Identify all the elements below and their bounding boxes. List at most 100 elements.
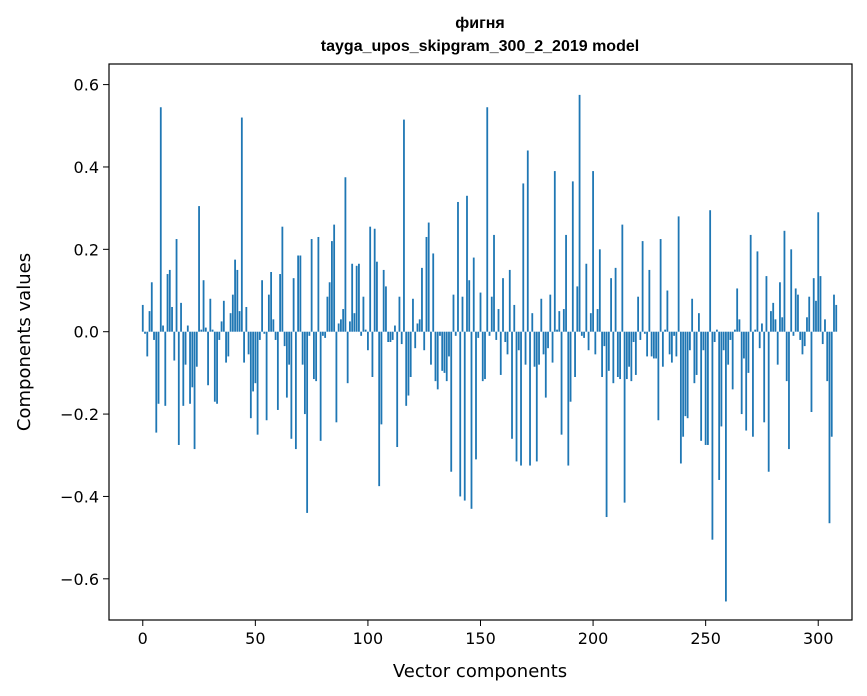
bar bbox=[738, 319, 741, 332]
bar bbox=[560, 331, 563, 435]
bar bbox=[252, 331, 254, 392]
bar bbox=[594, 331, 597, 355]
bar bbox=[450, 331, 453, 472]
bar bbox=[389, 331, 392, 342]
bar bbox=[797, 294, 799, 332]
bar bbox=[628, 331, 630, 367]
bar bbox=[364, 329, 367, 332]
bar bbox=[335, 331, 338, 423]
bar bbox=[574, 331, 576, 377]
bar bbox=[236, 269, 239, 332]
bar bbox=[790, 249, 793, 332]
bar bbox=[815, 300, 817, 332]
bar bbox=[238, 311, 241, 332]
bar bbox=[754, 329, 757, 332]
bar bbox=[434, 331, 437, 382]
bar bbox=[195, 331, 198, 367]
bar bbox=[186, 325, 189, 332]
bar bbox=[652, 331, 655, 359]
bar bbox=[603, 331, 606, 347]
bar bbox=[664, 329, 667, 332]
bar bbox=[418, 319, 421, 332]
bar bbox=[670, 331, 673, 363]
plot-frame bbox=[108, 63, 853, 621]
bar bbox=[682, 331, 685, 437]
bar bbox=[535, 331, 538, 462]
bar bbox=[659, 239, 662, 332]
bar bbox=[367, 331, 369, 351]
bar bbox=[472, 257, 475, 332]
bar bbox=[497, 309, 500, 332]
bar bbox=[702, 331, 705, 351]
bar bbox=[740, 331, 743, 415]
bar bbox=[405, 331, 408, 406]
x-tick-label: 50 bbox=[245, 629, 265, 648]
bar bbox=[736, 288, 739, 332]
bar bbox=[765, 276, 768, 332]
bar bbox=[589, 313, 592, 332]
x-tick-label: 200 bbox=[578, 629, 609, 648]
bar bbox=[508, 269, 511, 332]
bar bbox=[598, 249, 601, 332]
bar bbox=[504, 331, 507, 342]
bar bbox=[648, 269, 651, 332]
bar bbox=[371, 331, 374, 377]
bar bbox=[803, 331, 806, 347]
bar bbox=[337, 323, 340, 332]
bar bbox=[164, 331, 167, 406]
x-axis-label: Vector components bbox=[393, 661, 567, 682]
bar bbox=[177, 331, 180, 445]
bar bbox=[229, 313, 232, 332]
bar bbox=[619, 331, 621, 380]
bar bbox=[240, 117, 243, 332]
bar bbox=[331, 241, 333, 332]
bar bbox=[616, 331, 619, 377]
bar bbox=[276, 331, 279, 410]
bar bbox=[159, 107, 162, 332]
y-axis-ticks: 0.6 0.4 0.2 0.0 −0.2 −0.4 −0.6 bbox=[60, 76, 109, 589]
bar bbox=[585, 263, 588, 332]
bar bbox=[792, 331, 795, 336]
bar bbox=[621, 224, 624, 332]
bar bbox=[801, 331, 804, 355]
bar bbox=[448, 331, 450, 357]
bar bbox=[828, 331, 831, 524]
bar bbox=[247, 331, 250, 355]
bar bbox=[308, 331, 311, 336]
bar bbox=[734, 329, 736, 332]
bar bbox=[499, 331, 502, 375]
bar bbox=[319, 331, 322, 441]
bar bbox=[394, 325, 396, 332]
bar bbox=[270, 271, 273, 332]
bar bbox=[686, 331, 689, 419]
bar bbox=[468, 280, 471, 332]
bar bbox=[538, 331, 540, 365]
bar bbox=[432, 253, 435, 332]
bar bbox=[544, 331, 547, 398]
bar bbox=[256, 331, 259, 435]
bar bbox=[463, 331, 466, 501]
bar bbox=[725, 331, 727, 602]
bar bbox=[202, 280, 205, 332]
bar bbox=[605, 331, 608, 518]
bar bbox=[810, 331, 813, 413]
bar bbox=[321, 331, 324, 336]
bar bbox=[511, 331, 513, 439]
bar bbox=[513, 304, 516, 332]
bar bbox=[457, 201, 459, 332]
bar bbox=[745, 331, 748, 431]
bar bbox=[776, 331, 779, 365]
bar bbox=[475, 331, 477, 460]
bar bbox=[752, 331, 754, 437]
bar bbox=[421, 267, 423, 332]
bar bbox=[157, 331, 160, 404]
x-tick-label: 300 bbox=[803, 629, 834, 648]
bar bbox=[785, 331, 788, 382]
bar bbox=[303, 331, 306, 415]
bar bbox=[346, 331, 349, 384]
y-tick-label: −0.6 bbox=[60, 570, 99, 589]
bar bbox=[430, 331, 432, 365]
bar bbox=[141, 304, 144, 332]
bar bbox=[333, 224, 336, 332]
